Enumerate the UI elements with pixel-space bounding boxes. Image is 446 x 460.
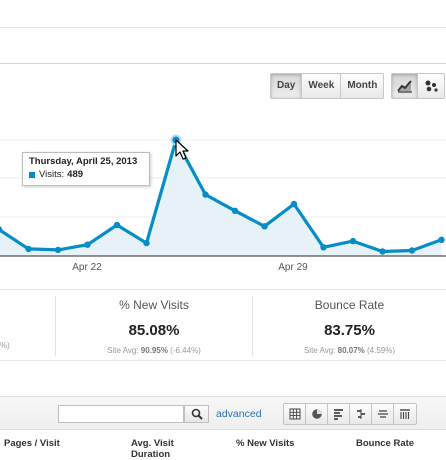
data-point[interactable] xyxy=(349,237,357,245)
motion-chart-icon xyxy=(425,80,438,92)
day-button[interactable]: Day xyxy=(271,74,303,98)
line-chart-button[interactable] xyxy=(392,74,418,98)
data-point[interactable] xyxy=(438,236,445,243)
advanced-filter-link[interactable]: advanced xyxy=(216,408,262,420)
metric-divider xyxy=(55,296,56,356)
metric-site-avg: Site Avg: 90.95% (-6.44%) xyxy=(107,346,201,355)
mouse-cursor-icon xyxy=(175,139,189,160)
data-point[interactable] xyxy=(0,226,3,233)
data-point[interactable] xyxy=(202,191,209,198)
data-point[interactable] xyxy=(84,241,91,248)
metric-new-visits[interactable]: % New Visits 85.08% Site Avg: 90.95% (-6… xyxy=(56,290,252,360)
table-search-input[interactable] xyxy=(58,405,184,423)
pie-view-icon xyxy=(311,409,322,419)
line-chart-icon xyxy=(396,80,412,93)
data-point[interactable] xyxy=(261,223,268,230)
magnifier-icon xyxy=(191,408,203,420)
data-point[interactable] xyxy=(320,244,327,251)
metric-label: % New Visits xyxy=(119,298,189,312)
data-point[interactable] xyxy=(231,207,239,214)
metric-label: Bounce Rate xyxy=(314,298,385,312)
table-search-button[interactable] xyxy=(184,405,209,423)
tooltip-date: Thursday, April 25, 2013 xyxy=(29,156,138,167)
table-view-toggle xyxy=(283,403,417,425)
column-header-bounce-rate[interactable]: Bounce Rate xyxy=(356,438,415,449)
data-point[interactable] xyxy=(113,221,121,229)
x-tick-label: Apr 29 xyxy=(278,262,308,273)
column-header-pages-per-visit[interactable]: Pages / Visit xyxy=(4,438,60,449)
top-divider xyxy=(0,27,446,28)
comparison-view-icon xyxy=(356,409,365,419)
data-point[interactable] xyxy=(143,239,150,247)
tooltip-value: 489 xyxy=(67,169,84,180)
metric-divider xyxy=(252,296,253,356)
month-button[interactable]: Month xyxy=(347,80,378,91)
visits-series-line xyxy=(0,138,443,254)
data-point[interactable] xyxy=(408,247,416,254)
metric-value: 83.75% xyxy=(324,322,375,339)
comparison-view-button[interactable] xyxy=(350,404,372,424)
chart-tooltip: Thursday, April 25, 2013 Visits: 489 xyxy=(22,152,150,186)
performance-view-button[interactable] xyxy=(328,404,350,424)
visits-area xyxy=(0,140,442,256)
metric-site-avg: Site Avg: 80.07% (4.59%) xyxy=(303,346,396,355)
metric-bounce-rate[interactable]: Bounce Rate 83.75% Site Avg: 80.07% (4.5… xyxy=(253,290,446,360)
visits-chart: Apr 22 Apr 29 xyxy=(0,134,446,273)
table-view-button[interactable] xyxy=(284,404,306,424)
table-view-icon xyxy=(289,408,300,420)
data-point[interactable] xyxy=(54,246,62,254)
motion-chart-button[interactable] xyxy=(418,74,444,98)
metrics-bottom-divider xyxy=(0,360,446,361)
date-range-granularity: Day Week Month xyxy=(270,73,385,99)
data-point[interactable] xyxy=(290,200,298,208)
pie-view-button[interactable] xyxy=(306,404,328,424)
x-tick-label: Apr 22 xyxy=(72,262,102,273)
series-swatch xyxy=(29,172,35,178)
metric-avg: %) xyxy=(0,341,10,350)
metrics-top-divider xyxy=(0,289,446,290)
pivot-view-icon xyxy=(400,409,410,419)
tooltip-metric: Visits: xyxy=(39,169,65,180)
chart-panel-divider xyxy=(0,63,446,64)
metric-value: 85.08% xyxy=(128,322,180,339)
term-cloud-button[interactable] xyxy=(372,404,394,424)
performance-view-icon xyxy=(333,409,343,420)
data-point[interactable] xyxy=(379,248,386,255)
term-cloud-icon xyxy=(377,410,388,418)
metric-partial: %) xyxy=(0,290,55,360)
chart-type-toggle xyxy=(391,73,445,99)
pivot-view-button[interactable] xyxy=(394,404,416,424)
column-header-new-visits[interactable]: % New Visits xyxy=(236,438,295,449)
data-point[interactable] xyxy=(25,245,32,253)
table-toolbar: advanced xyxy=(0,396,446,430)
column-header-avg-visit-duration[interactable]: Avg. Visit Duration xyxy=(131,438,174,460)
week-button[interactable]: Week xyxy=(302,74,342,98)
